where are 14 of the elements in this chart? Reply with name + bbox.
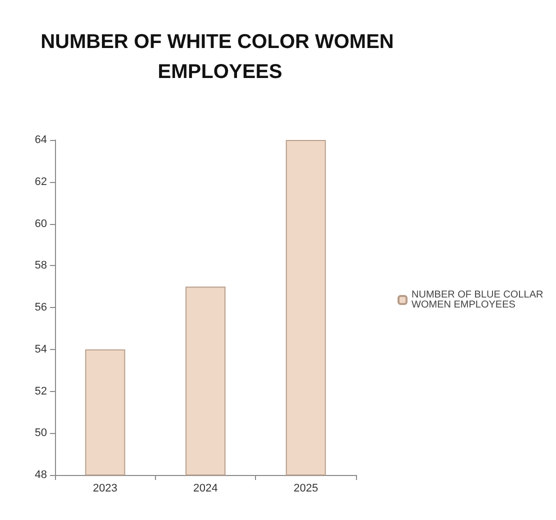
y-tick-label: 48 xyxy=(34,469,47,481)
legend-label: NUMBER OF BLUE COLLAR WOMEN EMPLOYEES xyxy=(412,290,546,310)
y-tick-label: 52 xyxy=(34,385,47,398)
x-tick-label: 2025 xyxy=(294,482,318,494)
chart-title: NUMBER OF WHITE COLOR WOMEN EMPLOYEES xyxy=(40,31,400,83)
y-tick-label: 54 xyxy=(34,343,47,356)
y-tick-label: 64 xyxy=(34,134,47,146)
y-tick-label: 56 xyxy=(34,302,47,314)
y-tick-label: 60 xyxy=(34,218,47,230)
y-tick-label: 62 xyxy=(34,176,47,188)
x-tick-label: 2024 xyxy=(193,482,218,494)
y-tick-label: 58 xyxy=(34,260,47,272)
y-tick-label: 50 xyxy=(34,427,47,440)
x-tick-label: 2023 xyxy=(92,482,118,494)
